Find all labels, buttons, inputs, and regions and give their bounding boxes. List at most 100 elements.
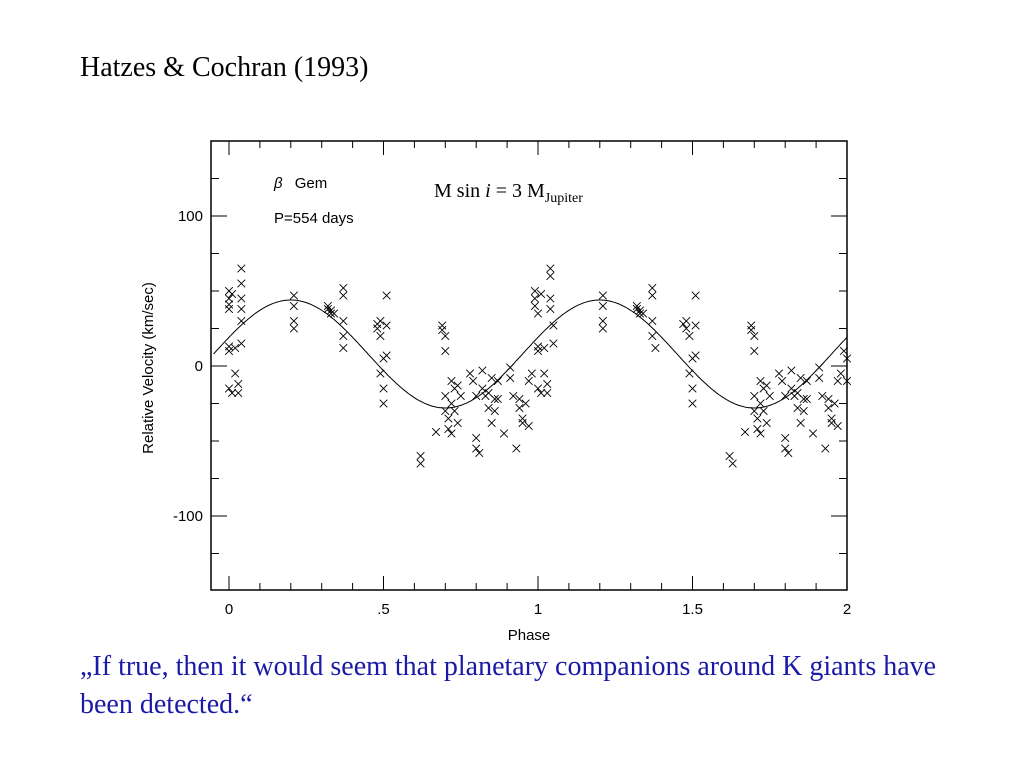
data-point (234, 388, 243, 398)
data-point (827, 418, 836, 428)
data-point (833, 376, 842, 386)
data-point (685, 331, 694, 341)
data-point (533, 384, 543, 393)
data-point (490, 394, 499, 404)
data-point (453, 418, 462, 428)
data-point (781, 444, 790, 453)
data-point (777, 376, 787, 386)
data-point (787, 384, 796, 393)
data-point (536, 388, 546, 398)
data-point (444, 424, 453, 434)
data-point (833, 421, 842, 431)
data-point (830, 399, 839, 408)
data-point (339, 283, 348, 293)
data-point (598, 301, 608, 311)
data-point (499, 429, 509, 438)
data-points (224, 264, 852, 468)
data-point (799, 394, 808, 404)
data-point (546, 264, 555, 273)
data-point (468, 376, 478, 386)
data-point (373, 324, 382, 333)
radial-velocity-chart: 0 .5 1 1.5 2 100 0 -100 Phase Relative Velocity… (140, 140, 852, 640)
data-point (231, 369, 240, 378)
data-point (441, 331, 450, 341)
data-point (231, 343, 240, 353)
data-point (441, 406, 450, 416)
data-point (382, 321, 391, 330)
data-point (289, 324, 299, 333)
data-point (376, 331, 385, 341)
data-point (648, 283, 657, 293)
data-point (750, 346, 759, 356)
data-point (447, 376, 456, 386)
data-point (382, 351, 391, 360)
data-point (750, 331, 759, 341)
y-tick-label: -100 (173, 508, 203, 525)
data-point (799, 406, 808, 416)
data-point (227, 388, 237, 398)
data-point (802, 376, 811, 386)
data-point (533, 309, 543, 318)
data-point (793, 403, 802, 413)
data-point (382, 291, 391, 300)
data-point (524, 421, 533, 431)
data-point (756, 376, 765, 386)
data-point (632, 301, 641, 311)
data-point (465, 369, 475, 378)
data-point (728, 459, 737, 468)
data-point (524, 376, 533, 386)
data-point (453, 381, 462, 390)
data-point (506, 373, 515, 383)
model-curve (213, 299, 848, 409)
data-point (323, 301, 332, 311)
data-point (515, 403, 524, 413)
data-point (774, 369, 784, 378)
data-point (765, 391, 774, 401)
data-point (546, 294, 555, 303)
data-point (475, 448, 484, 458)
data-point (756, 399, 765, 408)
data-point (648, 331, 657, 341)
data-point (796, 418, 805, 428)
data-point (237, 279, 246, 288)
data-point (759, 406, 768, 416)
data-point (762, 418, 771, 428)
data-point (478, 384, 487, 393)
y-tick-label: 0 (195, 358, 203, 375)
data-point (815, 363, 824, 372)
data-point (521, 399, 530, 408)
data-point (808, 429, 818, 438)
data-point (540, 369, 549, 378)
data-point (682, 316, 691, 326)
data-point (509, 391, 518, 401)
data-point (762, 381, 771, 390)
data-point (536, 289, 546, 299)
data-point (802, 394, 811, 404)
tick-labels: 0 .5 1 1.5 2 100 0 -100 (173, 208, 851, 618)
data-point (842, 376, 852, 386)
data-point (753, 414, 762, 423)
data-point (796, 373, 805, 383)
data-point (326, 309, 336, 318)
data-point (487, 418, 496, 428)
x-axis-label: Phase (508, 627, 551, 640)
data-point (438, 325, 447, 335)
data-point (549, 321, 558, 330)
star-label: β Gem (273, 175, 327, 192)
data-point (329, 309, 339, 318)
x-tick-label: 0 (225, 601, 233, 618)
data-point (447, 399, 456, 408)
data-point (289, 316, 299, 326)
data-point (234, 379, 243, 389)
data-point (224, 384, 234, 393)
data-point (750, 391, 759, 401)
data-point (456, 391, 465, 401)
data-point (598, 291, 608, 300)
data-point (447, 429, 456, 438)
x-tick-label: .5 (377, 601, 390, 618)
data-point (638, 309, 648, 318)
data-point (740, 427, 750, 437)
data-point (543, 388, 552, 398)
data-point (546, 271, 555, 281)
data-point (376, 369, 385, 378)
